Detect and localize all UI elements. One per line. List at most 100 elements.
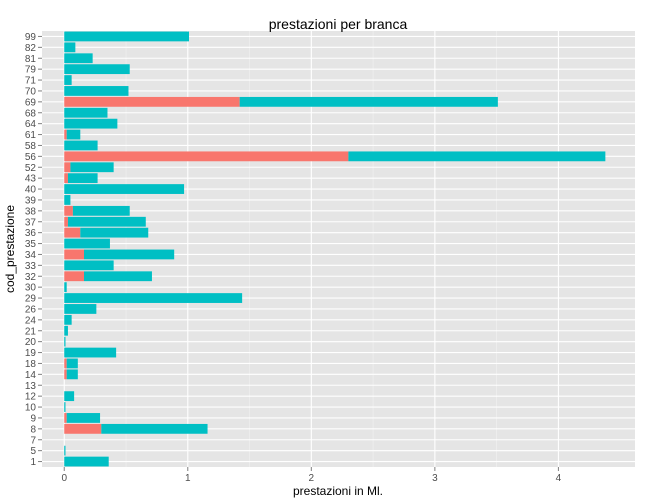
y-tick-label: 37 bbox=[25, 217, 37, 228]
bar-8-series-1 bbox=[64, 423, 102, 434]
bar-30-series-2 bbox=[64, 282, 67, 293]
bar-36-series-2 bbox=[80, 227, 149, 238]
bar-82-series-2 bbox=[64, 42, 76, 53]
bar-40-series-2 bbox=[64, 184, 185, 194]
y-tick-label: 13 bbox=[25, 381, 37, 392]
y-tick-label: 24 bbox=[25, 315, 37, 326]
bar-8-series-2 bbox=[101, 423, 208, 434]
y-tick-label: 71 bbox=[25, 76, 37, 87]
bar-79-series-2 bbox=[64, 64, 130, 75]
bar-32-series-1 bbox=[64, 271, 85, 282]
y-tick-label: 12 bbox=[25, 392, 37, 403]
y-tick-label: 64 bbox=[25, 119, 37, 130]
bar-69-series-2 bbox=[239, 96, 498, 107]
bar-37-series-2 bbox=[67, 216, 146, 227]
y-tick-label: 5 bbox=[30, 446, 36, 457]
y-tick-label: 58 bbox=[25, 141, 37, 152]
bar-43-series-1 bbox=[64, 173, 68, 184]
bar-29-series-2 bbox=[64, 293, 243, 303]
bar-38-series-2 bbox=[72, 205, 130, 216]
bar-21-series-2 bbox=[64, 325, 68, 336]
bar-52-series-2 bbox=[70, 162, 114, 173]
bar-61-series-1 bbox=[64, 129, 67, 140]
y-tick-label: 19 bbox=[25, 348, 37, 359]
x-tick-label: 0 bbox=[61, 473, 67, 484]
y-tick-label: 29 bbox=[25, 294, 37, 305]
y-tick-label: 35 bbox=[25, 239, 37, 250]
y-tick-label: 61 bbox=[25, 130, 37, 141]
y-tick-label: 32 bbox=[25, 272, 37, 283]
bar-34-series-1 bbox=[64, 249, 85, 260]
bar-9-series-2 bbox=[66, 413, 101, 423]
bar-38-series-1 bbox=[64, 205, 73, 216]
y-tick-label: 82 bbox=[25, 43, 37, 54]
bar-70-series-2 bbox=[64, 86, 129, 96]
y-tick-label: 70 bbox=[25, 86, 37, 97]
x-tick-label: 3 bbox=[432, 473, 438, 484]
y-tick-label: 56 bbox=[25, 152, 37, 163]
y-tick-label: 38 bbox=[25, 206, 37, 217]
bar-64-series-2 bbox=[64, 118, 118, 129]
bar-68-series-2 bbox=[64, 107, 108, 118]
bar-14-series-2 bbox=[66, 369, 78, 380]
bar-18-series-1 bbox=[64, 358, 67, 369]
x-tick-label: 1 bbox=[185, 473, 191, 484]
bar-19-series-2 bbox=[64, 347, 117, 358]
plot-panel bbox=[42, 31, 635, 467]
y-tick-label: 40 bbox=[25, 185, 37, 196]
bar-12-series-2 bbox=[64, 391, 75, 402]
y-tick-label: 10 bbox=[25, 403, 37, 414]
x-tick-label: 4 bbox=[556, 473, 562, 484]
bar-52-series-1 bbox=[64, 162, 71, 173]
bar-39-series-2 bbox=[64, 195, 71, 205]
x-axis-title: prestazioni in Ml. bbox=[293, 484, 383, 498]
y-tick-label: 9 bbox=[30, 413, 36, 424]
bar-37-series-1 bbox=[64, 216, 68, 227]
bar-26-series-2 bbox=[64, 304, 97, 314]
y-tick-label: 34 bbox=[25, 250, 37, 261]
y-tick-label: 81 bbox=[25, 54, 37, 65]
bar-43-series-2 bbox=[67, 173, 98, 184]
y-tick-label: 39 bbox=[25, 195, 37, 206]
y-tick-label: 8 bbox=[30, 424, 36, 435]
x-tick-label: 2 bbox=[309, 473, 315, 484]
y-axis: 1578910121314181920212426293032333435363… bbox=[25, 32, 42, 468]
bar-99-series-2 bbox=[64, 31, 190, 42]
bar-35-series-2 bbox=[64, 238, 110, 249]
y-axis-title: cod_prestazione bbox=[3, 205, 17, 293]
y-tick-label: 33 bbox=[25, 261, 37, 272]
bar-33-series-2 bbox=[64, 260, 114, 271]
bar-18-series-2 bbox=[66, 358, 78, 369]
y-tick-label: 52 bbox=[25, 163, 37, 174]
bar-81-series-2 bbox=[64, 53, 93, 64]
bar-5-series-2 bbox=[64, 445, 66, 456]
bars-layer bbox=[64, 31, 606, 467]
chart-title: prestazioni per branca bbox=[269, 16, 408, 32]
y-tick-label: 1 bbox=[30, 457, 36, 468]
bar-10-series-2 bbox=[64, 402, 66, 412]
x-axis: 0 1 2 3 4 bbox=[61, 467, 562, 484]
y-tick-label: 43 bbox=[25, 174, 37, 185]
y-tick-label: 36 bbox=[25, 228, 37, 239]
bar-32-series-2 bbox=[84, 271, 152, 282]
y-tick-label: 79 bbox=[25, 65, 37, 76]
y-tick-label: 14 bbox=[25, 370, 37, 381]
y-tick-label: 30 bbox=[25, 283, 37, 294]
bar-9-series-1 bbox=[64, 413, 67, 423]
y-tick-label: 21 bbox=[25, 326, 37, 337]
y-tick-label: 18 bbox=[25, 359, 37, 370]
y-tick-label: 7 bbox=[30, 435, 36, 446]
y-tick-label: 68 bbox=[25, 108, 37, 119]
y-tick-label: 26 bbox=[25, 304, 37, 315]
bar-61-series-2 bbox=[66, 129, 81, 140]
y-tick-label: 69 bbox=[25, 97, 37, 108]
bar-14-series-1 bbox=[64, 369, 67, 380]
bar-24-series-2 bbox=[64, 314, 72, 325]
bar-71-series-2 bbox=[64, 75, 72, 85]
bar-69-series-1 bbox=[64, 96, 240, 107]
bar-20-series-2 bbox=[64, 336, 66, 347]
bar-58-series-2 bbox=[64, 140, 98, 151]
bar-56-series-1 bbox=[64, 151, 349, 162]
